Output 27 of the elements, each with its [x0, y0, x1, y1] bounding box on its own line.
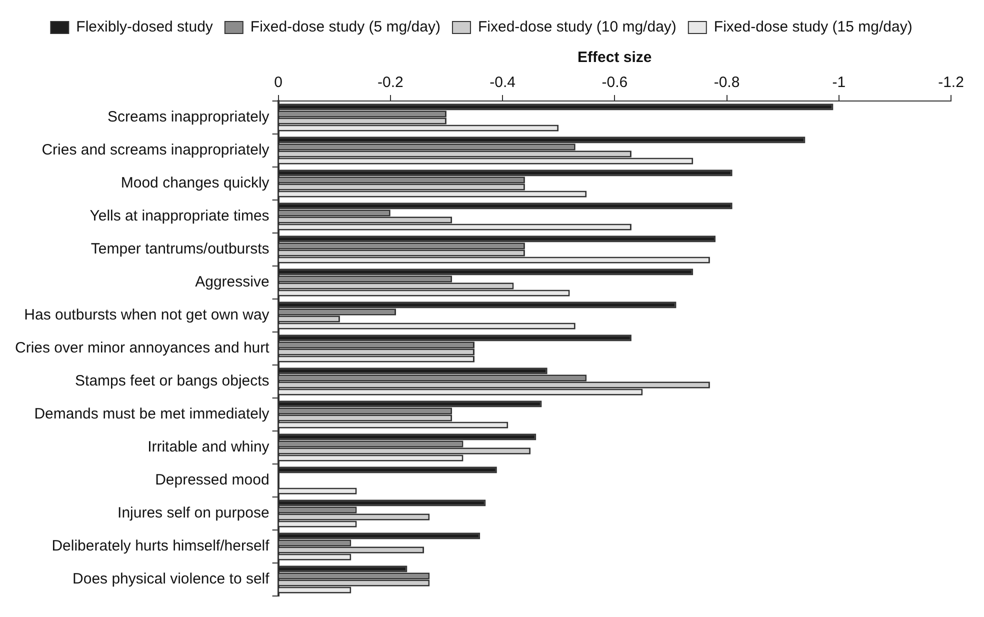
legend-label: Flexibly-dosed study — [76, 18, 214, 36]
y-tick-label: Injures self on purpose — [118, 504, 270, 522]
x-tick-label: -1.2 — [938, 74, 964, 92]
x-tick-label: -0.4 — [490, 74, 516, 92]
x-tick-label: -0.6 — [602, 74, 628, 92]
y-tick-label: Deliberately hurts himself/herself — [52, 538, 270, 555]
x-tick-label: -0.8 — [714, 74, 740, 92]
y-tick-label: Temper tantrums/outbursts — [90, 240, 270, 258]
y-tick-label: Screams inappropriately — [108, 108, 270, 126]
y-tick-label: Does physical violence to self — [72, 570, 270, 588]
y-tick-label: Yells at inappropriate times — [90, 208, 270, 225]
y-tick-label: Irritable and whiny — [148, 438, 270, 456]
legend-label: Fixed-dose study (5 mg/day) — [250, 18, 440, 36]
y-tick-label: Mood changes quickly — [120, 174, 270, 192]
y-tick-label: Stamps feet or bangs objects — [75, 372, 270, 390]
y-tick-label: Cries and screams inappropriately — [42, 142, 270, 159]
x-tick-label: 0 — [274, 74, 282, 92]
y-tick-label: Has outbursts when not get own way — [24, 306, 270, 324]
y-tick-label: Demands must be met immediately — [34, 406, 270, 423]
legend-label: Fixed-dose study (10 mg/day) — [478, 18, 676, 36]
x-axis-title: Effect size — [578, 49, 652, 66]
y-tick-label: Depressed mood — [155, 472, 270, 489]
legend-label: Fixed-dose study (15 mg/day) — [714, 18, 912, 36]
y-tick-label: Cries over minor annoyances and hurt — [15, 340, 270, 357]
x-tick-label: -0.2 — [377, 74, 404, 92]
y-tick-label: Aggressive — [195, 274, 270, 291]
x-tick-label: -1 — [832, 74, 846, 92]
